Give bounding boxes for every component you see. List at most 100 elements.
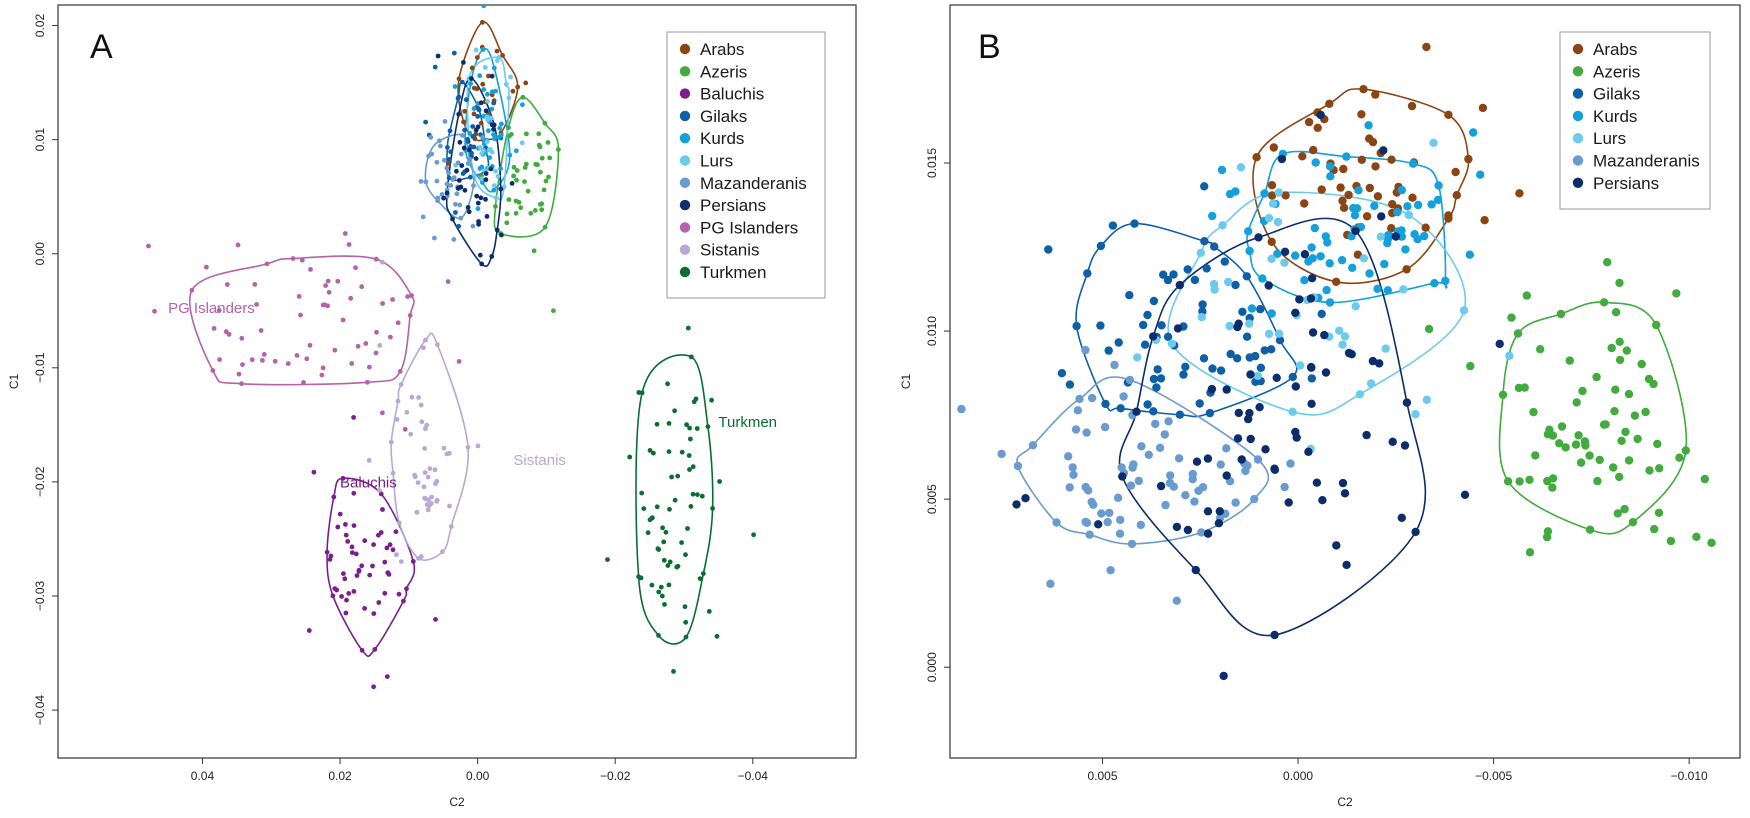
point-turkmen [690, 491, 696, 497]
point-baluchis [359, 647, 365, 653]
point-sistanis [421, 345, 426, 351]
panel-a: 0.04 0.02 0.00 −0.02 −0.04 0.02 0.01 0.00 −0.01 −… [7, 4, 857, 809]
point-gilaks [456, 223, 462, 229]
y-tick-label: 0.000 [925, 652, 939, 682]
point-arabs [1338, 196, 1347, 205]
point-mazanderanis [438, 143, 443, 149]
legend-marker-turkmen [679, 266, 691, 278]
point-kurds [1349, 203, 1358, 213]
point-kurds [1465, 250, 1475, 259]
x-tick-label: −0.04 [738, 769, 769, 783]
point-kurds [507, 152, 513, 158]
point-mazanderanis [418, 179, 424, 184]
point-baluchis [371, 542, 376, 547]
point-lurs [481, 148, 486, 153]
point-turkmen [683, 634, 689, 640]
point-persians [1402, 398, 1412, 407]
point-mazanderanis [442, 157, 447, 163]
point-kurds [1413, 200, 1423, 210]
point-persians [483, 177, 489, 183]
point-persians [1222, 471, 1231, 480]
point-persians [459, 163, 465, 169]
point-arabs [486, 73, 491, 79]
contour-gilaks [1075, 222, 1298, 418]
point-azeris [1561, 443, 1570, 452]
point-turkmen [701, 571, 706, 576]
legend-marker-gilaks [1572, 88, 1584, 99]
point-gilaks [1149, 407, 1158, 416]
point-azeris [535, 162, 540, 168]
point-persians [1400, 441, 1410, 450]
point-turkmen [661, 557, 667, 563]
point-gilaks [491, 100, 497, 106]
point-azeris [1654, 508, 1664, 517]
point-baluchis [370, 563, 375, 569]
x-tick-label: 0.005 [1088, 769, 1118, 783]
point-gilaks [447, 156, 452, 162]
point-kurds [1393, 208, 1402, 217]
panel-label: B [978, 28, 1001, 66]
point-azeris [531, 248, 537, 254]
point-azeris [1611, 308, 1621, 317]
point-baluchis [384, 545, 390, 551]
point-gilaks [1220, 257, 1230, 266]
point-kurds [467, 130, 472, 136]
point-mazanderanis [1165, 478, 1175, 488]
legend-label-kurds: Kurds [1593, 107, 1637, 126]
point-persians [1245, 408, 1254, 418]
point-azeris [1522, 291, 1532, 300]
point-arabs [500, 53, 505, 58]
point-pg-islanders [290, 256, 296, 261]
point-azeris [542, 120, 548, 126]
point-mazanderanis [428, 134, 434, 140]
point-kurds [1430, 279, 1439, 288]
point-persians [488, 166, 494, 172]
point-sistanis [408, 431, 414, 437]
point-gilaks [1198, 300, 1207, 309]
legend-label-azeris: Azeris [700, 62, 747, 81]
point-lurs [471, 172, 477, 178]
point-gilaks [1152, 383, 1161, 392]
point-lurs [1236, 163, 1246, 172]
point-pg-islanders [373, 350, 379, 356]
point-kurds [1373, 284, 1382, 293]
point-mazanderanis [420, 214, 426, 220]
point-persians [1308, 328, 1318, 337]
point-persians [456, 178, 462, 183]
point-mazanderanis [453, 201, 458, 207]
point-azeris [547, 155, 553, 161]
point-azeris [522, 165, 528, 170]
point-pg-islanders [258, 328, 264, 333]
point-mazanderanis [467, 156, 473, 162]
point-turkmen [679, 449, 685, 455]
point-persians [1304, 447, 1313, 456]
point-pg-islanders [307, 342, 313, 348]
point-gilaks [1260, 346, 1269, 355]
point-baluchis [359, 563, 365, 569]
point-arabs [462, 108, 468, 114]
point-pg-islanders [264, 261, 270, 267]
point-arabs [1300, 199, 1309, 208]
point-arabs [478, 120, 484, 126]
group-label-sistanis: Sistanis [513, 452, 566, 469]
point-baluchis [371, 684, 376, 690]
point-mazanderanis [1136, 520, 1146, 530]
point-azeris [1580, 437, 1590, 446]
point-kurds [489, 106, 495, 112]
point-gilaks [1267, 345, 1276, 354]
point-azeris [1520, 383, 1529, 392]
point-pg-islanders [216, 308, 222, 313]
legend-marker-kurds [1572, 110, 1584, 122]
point-baluchis [372, 647, 378, 652]
point-turkmen [666, 582, 672, 588]
series-mazanderanis [957, 345, 1295, 605]
point-sistanis [377, 343, 383, 348]
point-gilaks [1143, 310, 1152, 320]
point-baluchis [356, 567, 362, 573]
point-kurds [491, 65, 497, 71]
point-turkmen [687, 425, 692, 431]
point-kurds [1403, 202, 1412, 211]
point-baluchis [341, 571, 346, 576]
legend-label-gilaks: Gilaks [700, 107, 747, 126]
point-azeris [1653, 439, 1662, 449]
